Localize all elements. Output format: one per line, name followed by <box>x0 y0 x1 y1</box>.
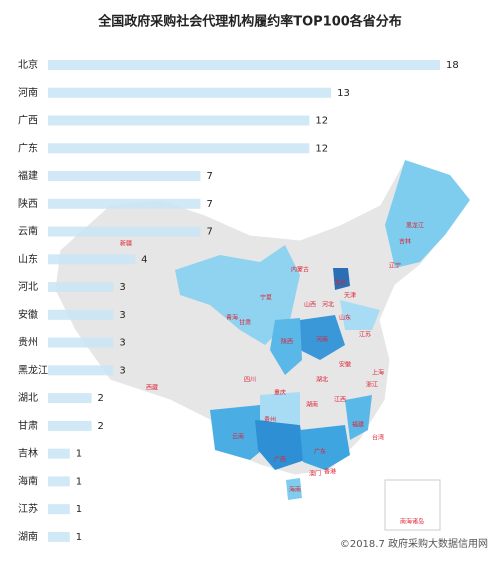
y-tick-label: 云南 <box>18 225 38 238</box>
y-tick-label: 广西 <box>18 115 38 127</box>
map-label: 黑龙江 <box>406 222 424 230</box>
value-label: 7 <box>206 227 212 238</box>
y-tick-label: 陕西 <box>18 197 38 210</box>
y-tick-label: 江苏 <box>18 502 38 515</box>
value-label: 7 <box>206 199 212 210</box>
y-tick-label: 北京 <box>18 58 38 71</box>
map-label: 天津 <box>344 293 356 300</box>
bar <box>48 504 70 515</box>
value-label: 3 <box>119 338 125 349</box>
map-label: 河北 <box>322 301 334 309</box>
map-label: 台湾 <box>372 434 384 442</box>
bar <box>48 171 201 182</box>
value-label: 1 <box>76 476 82 487</box>
y-tick-label: 安徽 <box>18 308 38 321</box>
bar <box>48 282 114 293</box>
map-label: 湖南 <box>306 401 318 409</box>
value-label: 1 <box>76 532 82 543</box>
y-tick-label: 广东 <box>18 141 38 154</box>
map-label: 北京 <box>334 279 346 287</box>
map-label: 安徽 <box>339 361 351 369</box>
y-tick-label: 贵州 <box>18 336 38 349</box>
bar <box>48 115 310 126</box>
map-label: 青海 <box>226 314 238 322</box>
value-label: 3 <box>119 365 125 376</box>
y-tick-label: 海南 <box>18 474 38 487</box>
map-label: 广西 <box>274 456 286 464</box>
map-label: 重庆 <box>274 389 286 397</box>
map-label: 广东 <box>314 448 326 456</box>
value-label: 1 <box>76 449 82 460</box>
value-label: 18 <box>446 60 459 71</box>
value-label: 2 <box>98 421 104 432</box>
bar <box>48 420 92 431</box>
map-label: 内蒙古 <box>291 266 309 274</box>
y-tick-label: 吉林 <box>18 447 38 460</box>
map-label: 福建 <box>352 421 364 429</box>
bar <box>48 531 70 542</box>
value-label: 1 <box>76 504 82 515</box>
bar <box>48 393 92 404</box>
map-label: 新疆 <box>120 240 132 248</box>
value-label: 7 <box>206 171 212 182</box>
map-label: 西藏 <box>146 384 158 392</box>
y-tick-label: 山东 <box>18 252 38 265</box>
map-label: 贵州 <box>264 416 276 424</box>
bar <box>48 309 114 320</box>
map-label: 澳门 <box>309 470 321 478</box>
map-label: 甘肃 <box>239 319 251 327</box>
map-label: 香港 <box>324 468 336 476</box>
bar <box>48 254 136 265</box>
value-label: 4 <box>141 254 147 265</box>
bar <box>48 337 114 348</box>
footer: ©2018.7 政府采购大数据信用网 <box>340 537 488 550</box>
map-background <box>54 159 471 531</box>
map-label: 上海 <box>372 369 384 377</box>
value-label: 3 <box>119 310 125 321</box>
bar <box>48 143 310 154</box>
y-tick-label: 甘肃 <box>18 419 38 432</box>
bar <box>48 365 114 376</box>
bar <box>48 226 201 237</box>
map-label: 南海诸岛 <box>400 518 424 526</box>
bar <box>48 198 201 209</box>
y-tick-label: 河北 <box>18 281 38 293</box>
map-label: 山东 <box>339 314 351 322</box>
y-tick-label: 湖南 <box>18 530 38 543</box>
map-label: 宁夏 <box>260 294 272 302</box>
y-tick-label: 湖北 <box>18 392 38 404</box>
map-label: 云南 <box>232 433 244 441</box>
map-label: 陕西 <box>281 338 293 346</box>
map-label: 河南 <box>316 336 328 344</box>
value-label: 12 <box>315 143 328 154</box>
map-label: 辽宁 <box>389 262 401 270</box>
y-tick-label: 福建 <box>18 169 38 182</box>
map-label: 吉林 <box>399 238 411 246</box>
bar <box>48 87 332 98</box>
value-label: 13 <box>337 88 350 99</box>
chart-title: 全国政府采购社会代理机构履约率TOP100各省分布 <box>97 14 402 30</box>
map-label: 江西 <box>334 397 346 404</box>
map-label: 海南 <box>289 486 301 494</box>
value-label: 12 <box>315 116 328 127</box>
value-label: 2 <box>98 393 104 404</box>
bar <box>48 60 440 70</box>
bar <box>48 476 70 487</box>
map-label: 山西 <box>304 301 316 309</box>
y-tick-label: 黑龙江 <box>18 363 48 376</box>
map-label: 江苏 <box>359 331 371 339</box>
map-label: 浙江 <box>366 381 378 389</box>
map-label: 湖北 <box>316 376 328 384</box>
map-label: 四川 <box>244 377 256 384</box>
bar <box>48 448 70 459</box>
y-tick-label: 河南 <box>18 86 38 99</box>
value-label: 3 <box>119 282 125 293</box>
